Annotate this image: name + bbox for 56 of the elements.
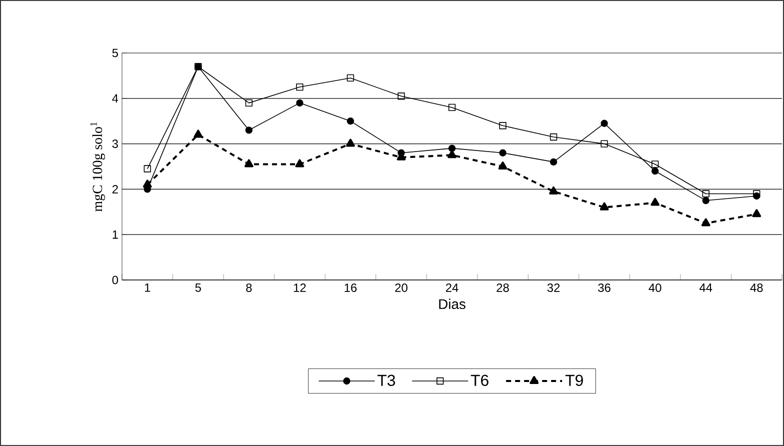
point xyxy=(398,92,405,100)
y-tick-label: 5 xyxy=(112,48,118,58)
point xyxy=(346,118,354,125)
point xyxy=(448,144,456,152)
point xyxy=(498,162,508,170)
x-tick-label: 20 xyxy=(395,284,408,292)
point xyxy=(651,160,659,168)
point xyxy=(346,74,354,82)
point xyxy=(702,196,710,204)
point xyxy=(753,190,760,198)
point xyxy=(651,167,659,175)
point xyxy=(245,99,253,107)
point xyxy=(600,140,608,148)
point xyxy=(550,133,558,141)
x-axis-title: Dias xyxy=(439,298,466,310)
point xyxy=(144,165,151,172)
x-tick-label: 16 xyxy=(344,284,357,292)
point xyxy=(701,218,710,226)
point xyxy=(499,149,506,156)
x-tick-label: 32 xyxy=(547,284,560,292)
x-tick-label: 8 xyxy=(246,284,252,292)
y-tick-label: 3 xyxy=(112,140,118,148)
y-axis-title: mgC 100g solo$^{1}$ xyxy=(90,122,106,212)
x-tick-label: 36 xyxy=(598,284,610,292)
point xyxy=(650,198,660,206)
point xyxy=(600,202,609,210)
x-tick-label: 40 xyxy=(648,284,662,292)
y-tick-label: 2 xyxy=(112,185,118,194)
x-tick-label: 24 xyxy=(446,284,458,292)
point xyxy=(448,104,456,112)
point xyxy=(752,209,762,218)
x-tick-label: 5 xyxy=(195,284,201,292)
y-tick-label: 0 xyxy=(112,276,118,284)
point xyxy=(194,130,203,138)
x-tick-label: 48 xyxy=(750,284,763,292)
x-tick-label: 1 xyxy=(144,284,150,292)
point xyxy=(296,99,304,107)
x-tick-label: 28 xyxy=(496,284,509,292)
point xyxy=(142,180,152,188)
legend-label: T9 xyxy=(565,374,583,386)
y-tick-label: 1 xyxy=(112,230,118,239)
point xyxy=(245,126,253,134)
x-tick-label: 44 xyxy=(699,284,712,292)
legend-label: T6 xyxy=(470,374,488,386)
point xyxy=(600,120,608,127)
x-tick-label: 12 xyxy=(294,284,306,292)
point xyxy=(550,158,558,166)
point xyxy=(549,186,558,194)
point xyxy=(296,83,304,91)
legend-label: T3 xyxy=(377,374,396,386)
point xyxy=(346,138,355,147)
point xyxy=(244,159,254,168)
point xyxy=(499,122,506,130)
point xyxy=(702,190,710,198)
y-tick-label: 4 xyxy=(112,94,118,103)
point xyxy=(295,159,304,168)
